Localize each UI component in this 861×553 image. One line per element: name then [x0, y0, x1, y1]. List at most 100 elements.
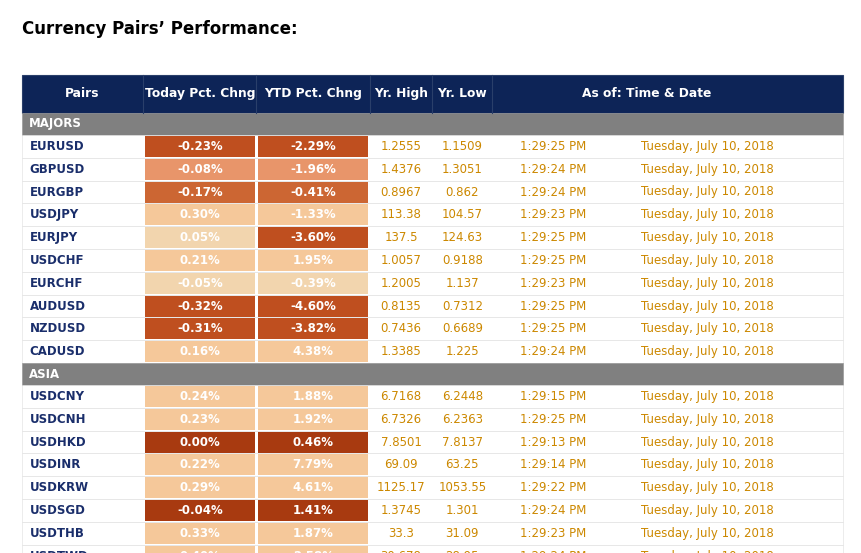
Bar [22, 249, 842, 272]
Text: EURGBP: EURGBP [29, 185, 84, 199]
Bar [258, 431, 368, 452]
Bar [258, 273, 368, 294]
Text: 0.8135: 0.8135 [381, 300, 421, 312]
Text: 1:29:14 PM: 1:29:14 PM [519, 458, 585, 471]
Text: GBPUSD: GBPUSD [29, 163, 84, 176]
Bar [145, 250, 254, 271]
Text: Tuesday, July 10, 2018: Tuesday, July 10, 2018 [641, 550, 773, 553]
Text: Tuesday, July 10, 2018: Tuesday, July 10, 2018 [641, 163, 773, 176]
Text: 1125.17: 1125.17 [376, 481, 424, 494]
Bar [22, 75, 842, 113]
Bar [22, 158, 842, 181]
Text: 0.862: 0.862 [445, 185, 479, 199]
Bar [22, 226, 842, 249]
Bar [22, 113, 842, 135]
Text: 1:29:25 PM: 1:29:25 PM [519, 231, 585, 244]
Text: 2.58%: 2.58% [293, 550, 333, 553]
Text: YTD Pct. Chng: YTD Pct. Chng [264, 87, 362, 101]
Text: 1.3745: 1.3745 [381, 504, 421, 517]
Text: 113.38: 113.38 [381, 208, 421, 221]
Text: 1.4376: 1.4376 [380, 163, 421, 176]
Text: -0.05%: -0.05% [177, 276, 222, 290]
Text: 1.0057: 1.0057 [381, 254, 421, 267]
Text: NZDUSD: NZDUSD [29, 322, 85, 335]
Text: 6.2363: 6.2363 [442, 413, 482, 426]
Text: Pairs: Pairs [65, 87, 100, 101]
Text: Tuesday, July 10, 2018: Tuesday, July 10, 2018 [641, 345, 773, 358]
Text: ASIA: ASIA [28, 368, 59, 380]
Text: Tuesday, July 10, 2018: Tuesday, July 10, 2018 [641, 413, 773, 426]
Text: 0.22%: 0.22% [179, 458, 220, 471]
Bar [22, 204, 842, 226]
Bar [258, 386, 368, 407]
Text: 0.24%: 0.24% [179, 390, 220, 403]
Text: Tuesday, July 10, 2018: Tuesday, July 10, 2018 [641, 504, 773, 517]
Bar [145, 455, 254, 475]
Text: 7.79%: 7.79% [293, 458, 333, 471]
Text: -1.96%: -1.96% [290, 163, 336, 176]
Text: 137.5: 137.5 [384, 231, 418, 244]
Text: 0.21%: 0.21% [179, 254, 220, 267]
Bar [145, 477, 254, 498]
Text: Currency Pairs’ Performance:: Currency Pairs’ Performance: [22, 20, 297, 38]
Text: As of: Time & Date: As of: Time & Date [581, 87, 710, 101]
Bar [258, 523, 368, 544]
Bar [258, 500, 368, 521]
Text: 1.225: 1.225 [445, 345, 479, 358]
Bar [258, 455, 368, 475]
Text: -0.41%: -0.41% [290, 185, 336, 199]
Text: 1:29:25 PM: 1:29:25 PM [519, 300, 585, 312]
Bar [22, 545, 842, 553]
Bar [145, 319, 254, 340]
Text: 124.63: 124.63 [441, 231, 482, 244]
Bar [145, 500, 254, 521]
Text: Tuesday, July 10, 2018: Tuesday, July 10, 2018 [641, 390, 773, 403]
Bar [145, 273, 254, 294]
Bar [145, 159, 254, 180]
Text: USDSGD: USDSGD [29, 504, 85, 517]
Text: 1.41%: 1.41% [293, 504, 333, 517]
Text: 104.57: 104.57 [442, 208, 482, 221]
Text: -0.23%: -0.23% [177, 140, 222, 153]
Bar [258, 409, 368, 430]
Text: 69.09: 69.09 [384, 458, 418, 471]
Bar [145, 227, 254, 248]
Text: EURJPY: EURJPY [29, 231, 77, 244]
Text: -3.82%: -3.82% [290, 322, 336, 335]
Bar [22, 408, 842, 431]
Text: -0.08%: -0.08% [177, 163, 222, 176]
Bar [258, 181, 368, 202]
Bar [145, 181, 254, 202]
Text: 63.25: 63.25 [445, 458, 479, 471]
Text: Tuesday, July 10, 2018: Tuesday, July 10, 2018 [641, 185, 773, 199]
Bar [22, 272, 842, 295]
Text: 0.9188: 0.9188 [442, 254, 482, 267]
Text: 0.7312: 0.7312 [442, 300, 482, 312]
Text: 1:29:23 PM: 1:29:23 PM [519, 208, 585, 221]
Text: AUDUSD: AUDUSD [29, 300, 85, 312]
Text: 1.3385: 1.3385 [381, 345, 421, 358]
Bar [145, 204, 254, 225]
Text: 1.137: 1.137 [445, 276, 479, 290]
Bar [145, 136, 254, 157]
Text: 28.95: 28.95 [445, 550, 479, 553]
Text: 0.8967: 0.8967 [381, 185, 421, 199]
Bar [145, 409, 254, 430]
Text: -0.32%: -0.32% [177, 300, 222, 312]
Text: EURUSD: EURUSD [29, 140, 84, 153]
Text: 7.8501: 7.8501 [381, 436, 421, 448]
Text: 1.301: 1.301 [445, 504, 479, 517]
Text: 31.09: 31.09 [445, 526, 479, 540]
Text: USDKRW: USDKRW [29, 481, 89, 494]
Bar [22, 363, 842, 385]
Bar [22, 181, 842, 204]
Text: 0.30%: 0.30% [179, 208, 220, 221]
Text: USDINR: USDINR [29, 458, 81, 471]
Text: Tuesday, July 10, 2018: Tuesday, July 10, 2018 [641, 140, 773, 153]
Bar [22, 317, 842, 340]
Text: 0.23%: 0.23% [179, 413, 220, 426]
Text: 0.7436: 0.7436 [381, 322, 421, 335]
Text: 6.2448: 6.2448 [441, 390, 482, 403]
Text: 1:29:24 PM: 1:29:24 PM [519, 163, 585, 176]
Text: 1:29:24 PM: 1:29:24 PM [519, 504, 585, 517]
